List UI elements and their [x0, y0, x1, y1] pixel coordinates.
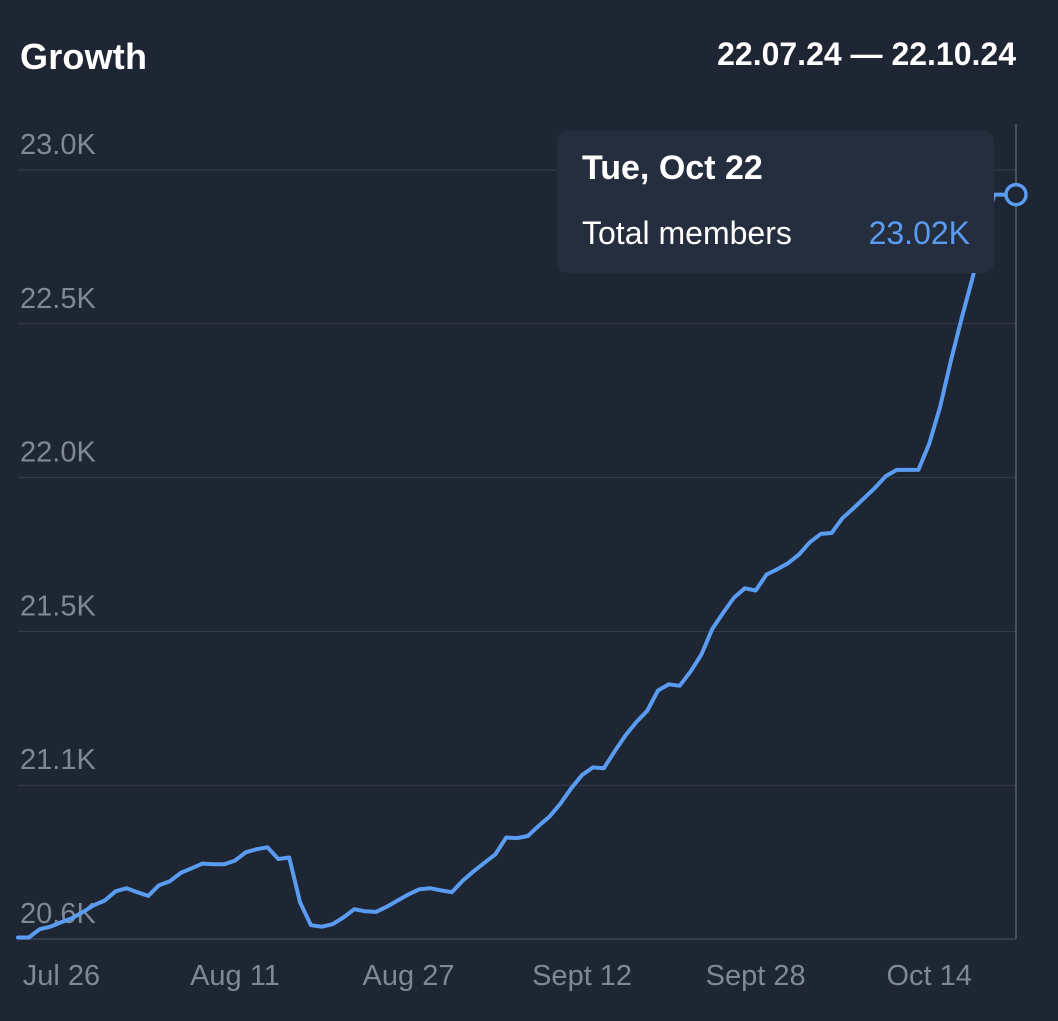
- tooltip-date: Tue, Oct 22: [582, 149, 763, 187]
- tooltip-label: Total members: [582, 215, 792, 251]
- x-tick-label: Oct 14: [886, 960, 971, 992]
- chart-title: Growth: [20, 36, 148, 77]
- x-tick-label: Aug 27: [363, 960, 455, 992]
- y-tick-label: 21.5K: [20, 590, 96, 622]
- y-tick-label: 22.5K: [20, 283, 96, 315]
- y-tick-label: 23.0K: [20, 129, 96, 161]
- hover-point-marker[interactable]: [1004, 182, 1028, 207]
- x-tick-label: Jul 26: [23, 960, 100, 992]
- x-axis-ticks: Jul 26 Aug 11 Aug 27 Sept 12 Sept 28 Oct 14: [23, 960, 972, 992]
- series-line-total-members: [16, 192, 1018, 940]
- grid-lines: [18, 169, 1016, 940]
- date-range[interactable]: 22.07.24 — 22.10.24: [717, 36, 1016, 72]
- y-tick-label: 21.1K: [20, 744, 96, 776]
- tooltip-value: 23.02K: [868, 215, 970, 251]
- x-tick-label: Aug 11: [190, 960, 280, 992]
- tooltip: Tue, Oct 22 Total members 23.02K: [557, 131, 994, 273]
- x-tick-label: Sept 12: [532, 960, 632, 992]
- y-tick-label: 22.0K: [20, 437, 96, 469]
- x-tick-label: Sept 28: [706, 960, 806, 992]
